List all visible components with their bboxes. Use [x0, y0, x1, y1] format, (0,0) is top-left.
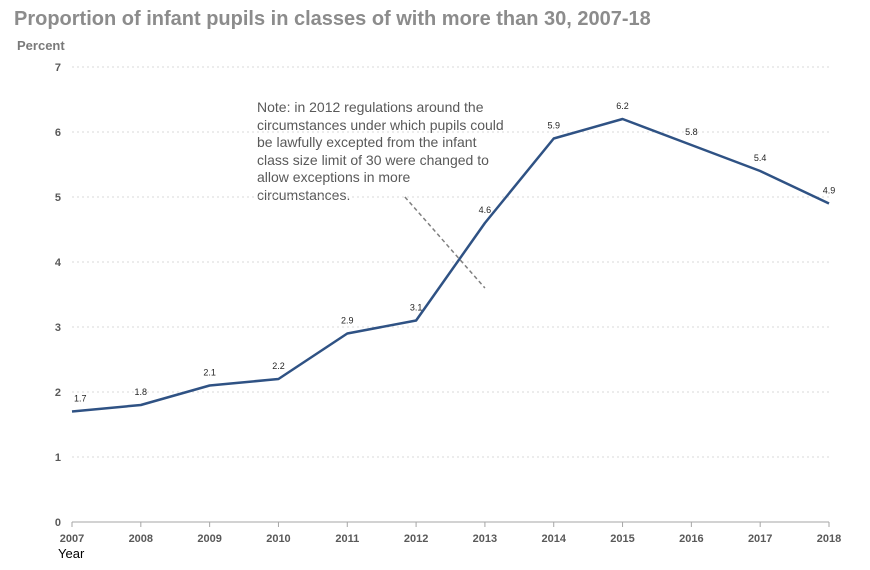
y-tick-label: 5	[55, 192, 61, 204]
data-label: 6.2	[616, 101, 629, 111]
data-point	[139, 403, 143, 407]
y-tick-label: 6	[55, 127, 61, 139]
x-tick-label: 2011	[335, 533, 359, 545]
series-line	[71, 117, 830, 413]
y-tick-label: 3	[55, 322, 61, 334]
data-label: 4.6	[479, 205, 492, 215]
data-point	[70, 410, 74, 414]
data-label: 2.9	[341, 316, 354, 326]
data-point	[208, 384, 212, 388]
data-point	[758, 169, 762, 173]
data-label: 5.9	[547, 121, 560, 131]
data-point	[689, 143, 693, 147]
data-label: 5.8	[685, 127, 698, 137]
data-label: 4.9	[823, 186, 836, 196]
x-tick-label: 2009	[197, 533, 221, 545]
chart-note-annotation: Note: in 2012 regulations around the cir…	[257, 99, 504, 203]
data-label: 2.1	[203, 368, 216, 378]
data-point	[827, 202, 831, 206]
annotation-pointer-line	[404, 196, 486, 289]
data-point	[414, 319, 418, 323]
data-point	[552, 137, 556, 141]
x-tick-label: 2012	[404, 533, 428, 545]
x-tick-label: 2016	[679, 533, 703, 545]
x-tick-label: 2007	[60, 533, 84, 545]
x-tick-label: 2008	[129, 533, 153, 545]
y-tick-label: 1	[55, 452, 61, 464]
data-point	[483, 221, 487, 225]
x-tick-label: 2010	[266, 533, 290, 545]
y-tick-label: 0	[55, 517, 61, 529]
data-label: 1.8	[135, 387, 148, 397]
x-axis-title: Year	[58, 546, 85, 561]
x-tick-label: 2013	[473, 533, 497, 545]
y-tick-label: 7	[55, 62, 61, 74]
data-point	[345, 332, 349, 336]
x-tick-label: 2014	[541, 533, 566, 545]
data-label: 1.7	[74, 394, 87, 404]
y-tick-label: 4	[55, 257, 62, 269]
x-tick-label: 2018	[817, 533, 841, 545]
data-label: 5.4	[754, 153, 767, 163]
data-label: 2.2	[272, 361, 285, 371]
chart-title: Proportion of infant pupils in classes o…	[14, 8, 651, 30]
y-tick-label: 2	[55, 387, 61, 399]
data-label: 3.1	[410, 303, 423, 313]
x-tick-label: 2015	[610, 533, 634, 545]
y-axis-unit-label: Percent	[17, 38, 65, 53]
x-tick-label: 2017	[748, 533, 772, 545]
data-point	[621, 117, 625, 121]
data-point	[276, 377, 280, 381]
